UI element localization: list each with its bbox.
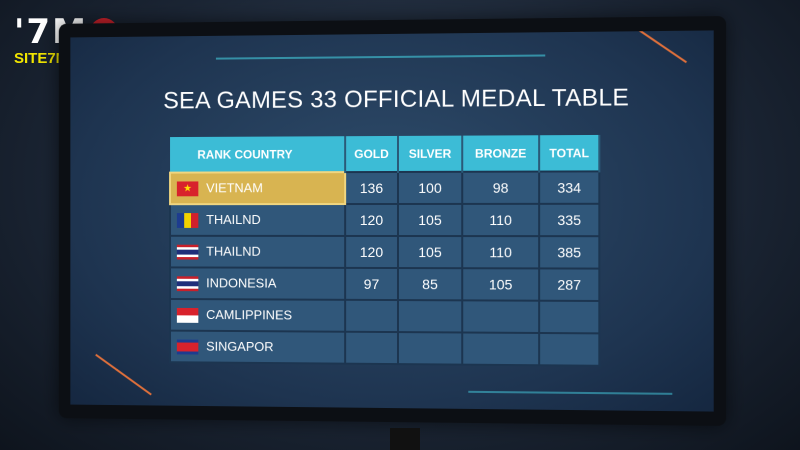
silver-cell: 85 bbox=[397, 268, 463, 301]
gold-cell bbox=[345, 299, 398, 333]
silver-cell: 105 bbox=[397, 236, 463, 269]
country-cell: SINGAPOR bbox=[170, 330, 346, 364]
table-row: ★ VIETNAM 136 100 98 334 bbox=[170, 171, 600, 205]
country-cell: THAILND bbox=[170, 204, 346, 236]
decor-line bbox=[626, 30, 688, 64]
decor-line bbox=[95, 353, 152, 396]
screen: SEA GAMES 33 OFFICIAL MEDAL TABLE RANK C… bbox=[70, 30, 714, 412]
gold-cell: 136 bbox=[345, 171, 398, 205]
header-bronze: BRONZE bbox=[462, 135, 540, 172]
country-name: THAILND bbox=[206, 243, 261, 259]
cambodia-flag-icon bbox=[176, 339, 199, 355]
total-cell: 385 bbox=[539, 236, 600, 269]
header-gold: GOLD bbox=[345, 135, 398, 173]
monitor-stand bbox=[390, 428, 420, 450]
silver-cell: 100 bbox=[397, 171, 463, 204]
gold-cell bbox=[345, 331, 398, 365]
vietnam-flag-icon: ★ bbox=[176, 181, 199, 197]
table-row: INDONESIA 97 85 105 287 bbox=[170, 267, 600, 301]
country-cell: INDONESIA bbox=[170, 267, 346, 300]
total-cell: 335 bbox=[539, 203, 600, 237]
bronze-cell: 110 bbox=[462, 203, 540, 237]
red-white-flag-icon bbox=[176, 307, 199, 323]
country-name: THAILND bbox=[206, 212, 261, 227]
table-row: THAILND 120 105 110 335 bbox=[170, 203, 600, 237]
tricolor-flag-icon bbox=[176, 213, 199, 228]
page-title: SEA GAMES 33 OFFICIAL MEDAL TABLE bbox=[163, 84, 630, 115]
country-cell: ★ VIETNAM bbox=[170, 172, 346, 205]
header-rank-country: RANK COUNTRY bbox=[170, 136, 346, 173]
monitor: SEA GAMES 33 OFFICIAL MEDAL TABLE RANK C… bbox=[58, 16, 727, 426]
table-row: CAMLIPPINES bbox=[170, 299, 600, 334]
total-cell bbox=[539, 332, 600, 366]
thailand-flag-icon bbox=[176, 244, 199, 260]
bronze-cell bbox=[462, 332, 540, 366]
silver-cell: 105 bbox=[397, 203, 463, 237]
silver-cell bbox=[397, 332, 463, 365]
bronze-cell: 110 bbox=[462, 236, 540, 269]
gold-cell: 97 bbox=[345, 267, 398, 301]
bronze-cell: 105 bbox=[462, 268, 540, 301]
gold-cell: 120 bbox=[345, 203, 398, 237]
bronze-cell bbox=[462, 300, 540, 333]
thailand-flag-icon bbox=[176, 276, 199, 292]
bronze-cell: 98 bbox=[462, 171, 540, 204]
country-name: CAMLIPPINES bbox=[206, 307, 293, 323]
table-row: SINGAPOR bbox=[170, 330, 600, 366]
country-cell: CAMLIPPINES bbox=[170, 299, 346, 332]
medal-table: RANK COUNTRY GOLD SILVER BRONZE TOTAL ★ V… bbox=[169, 134, 600, 367]
table-header: RANK COUNTRY GOLD SILVER BRONZE TOTAL bbox=[170, 134, 600, 173]
country-cell: THAILND bbox=[170, 235, 346, 268]
country-name: INDONESIA bbox=[206, 275, 277, 291]
total-cell: 287 bbox=[539, 268, 600, 301]
header-total: TOTAL bbox=[539, 134, 600, 172]
total-cell bbox=[539, 300, 600, 334]
decor-line bbox=[468, 390, 673, 395]
silver-cell bbox=[397, 300, 463, 333]
table-row: THAILND 120 105 110 385 bbox=[170, 235, 600, 269]
country-name: VIETNAM bbox=[206, 180, 263, 196]
decor-line bbox=[215, 54, 546, 60]
header-silver: SILVER bbox=[397, 135, 463, 172]
country-name: SINGAPOR bbox=[206, 338, 274, 355]
total-cell: 334 bbox=[539, 171, 600, 204]
gold-cell: 120 bbox=[345, 235, 398, 269]
